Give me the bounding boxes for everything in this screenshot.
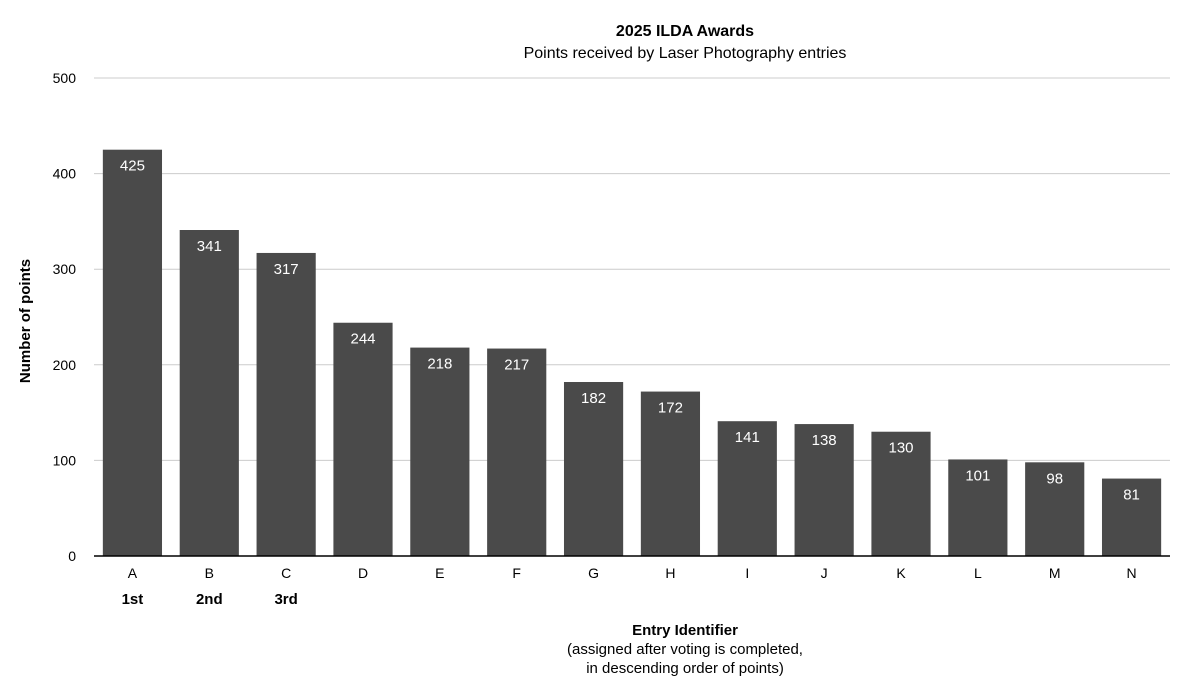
bar-b (179, 230, 239, 556)
gridlines (94, 77, 1170, 461)
x-tick-label: E (435, 565, 444, 581)
bar-h (640, 391, 701, 556)
bar-i (717, 421, 777, 556)
bar-value-label: 138 (812, 432, 837, 449)
bar-value-label: 172 (658, 400, 683, 417)
rank-label: 1st (122, 591, 144, 608)
bar-value-label: 218 (427, 356, 452, 373)
bar-value-label: 130 (888, 440, 913, 457)
x-tick-label: G (588, 565, 599, 581)
x-tick-label: F (512, 565, 521, 581)
x-tick-label: C (281, 565, 291, 581)
bar-k (871, 431, 931, 556)
bar-g (563, 382, 624, 556)
bar-j (794, 424, 854, 556)
x-tick-label: D (358, 565, 368, 581)
bar-d (333, 322, 393, 556)
x-tick-label: M (1049, 565, 1061, 581)
bar-value-label: 217 (504, 357, 529, 374)
x-tick-label: L (974, 565, 982, 581)
bar-f (487, 348, 547, 556)
bar-a (102, 149, 163, 556)
bar-l (948, 459, 1008, 556)
y-tick-label: 100 (53, 452, 77, 468)
bar-value-label: 244 (350, 331, 375, 348)
y-axis-title: Number of points (17, 259, 34, 383)
bar-value-label: 341 (197, 238, 222, 255)
bar-c (256, 252, 316, 556)
x-axis-note-line-2: in descending order of points) (586, 660, 784, 677)
bar-e (410, 347, 470, 556)
x-tick-label: J (821, 565, 828, 581)
bar-value-label: 98 (1046, 470, 1063, 487)
bar-n (1101, 478, 1162, 556)
chart-title: 2025 ILDA Awards (616, 23, 754, 40)
x-axis-title: Entry Identifier (632, 622, 738, 639)
x-tick-label: A (128, 565, 138, 581)
bar-value-label: 141 (735, 429, 760, 446)
x-tick-label: K (896, 565, 906, 581)
x-tick-label: B (205, 565, 214, 581)
y-tick-label: 500 (53, 70, 77, 86)
y-tick-label: 200 (53, 357, 77, 373)
chart-subtitle: Points received by Laser Photography ent… (524, 45, 847, 62)
bar-value-label: 81 (1123, 487, 1140, 504)
rank-label: 3rd (274, 591, 297, 608)
bar-m (1025, 462, 1085, 556)
bars: 425 341 317 244 218 217 182 172 141 138 130 101 98 81 (102, 149, 1162, 556)
x-tick-label: I (745, 565, 749, 581)
bar-value-label: 317 (274, 261, 299, 278)
x-tick-label: H (665, 565, 675, 581)
y-tick-label: 300 (53, 261, 77, 277)
rank-label: 2nd (196, 591, 223, 608)
bar-value-label: 182 (581, 390, 606, 407)
x-tick-label: N (1127, 565, 1137, 581)
y-tick-label: 0 (68, 548, 76, 564)
y-axis-ticks: 0 100 200 300 400 500 (53, 70, 77, 564)
x-axis-note-line-1: (assigned after voting is completed, (567, 641, 803, 658)
bar-value-label: 101 (965, 467, 990, 484)
x-axis-ticks: A 1st B 2nd C 3rd D E F G H I J K L M N (122, 565, 1137, 608)
bar-value-label: 425 (120, 158, 145, 175)
y-tick-label: 400 (53, 166, 77, 182)
